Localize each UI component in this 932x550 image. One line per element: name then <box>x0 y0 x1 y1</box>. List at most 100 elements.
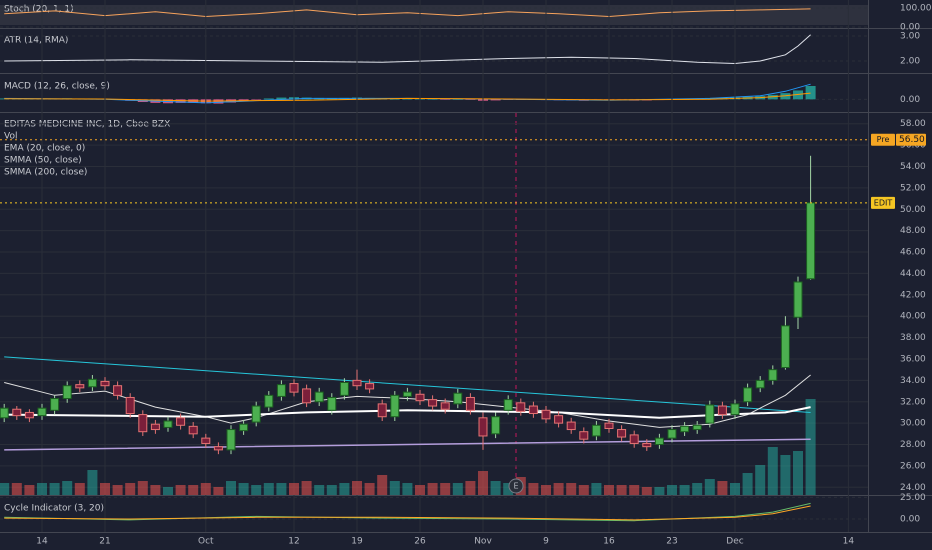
candle-body <box>541 409 551 420</box>
candle-body <box>453 392 463 405</box>
candle-body <box>201 437 211 444</box>
macd-hist-bar <box>251 99 262 100</box>
volume-bar <box>667 485 677 495</box>
level-value-label: 56.50 <box>899 135 925 145</box>
macd-hist-bar <box>276 97 287 100</box>
volume-bar <box>604 485 614 495</box>
macd-hist-bar <box>238 99 249 102</box>
volume-bar <box>213 487 224 495</box>
volume-bar <box>276 483 287 495</box>
candle-body <box>226 429 236 451</box>
candle-body <box>730 403 740 416</box>
volume-bar <box>112 485 123 495</box>
candle-body <box>402 391 412 397</box>
legend-entry: SMMA (200, close) <box>4 168 87 178</box>
y-tick-label: 36.00 <box>900 354 926 364</box>
candle-body <box>717 405 727 416</box>
level-tag-label: Pre <box>877 135 890 144</box>
volume-bar <box>528 483 539 495</box>
volume-bar <box>440 483 451 495</box>
candle-body <box>251 405 261 423</box>
volume-bar <box>654 487 665 495</box>
x-tick-label: 12 <box>288 537 299 547</box>
candle-body <box>415 393 425 402</box>
candle-body <box>617 429 627 438</box>
candle-body <box>465 396 475 411</box>
volume-bar <box>352 481 362 495</box>
earnings-marker[interactable] <box>508 478 524 494</box>
candle-body <box>642 442 652 448</box>
candle-body <box>705 404 715 424</box>
candle-body <box>62 385 72 400</box>
candle-body <box>440 402 450 410</box>
volume-bar <box>679 485 690 495</box>
y-tick-label: 50.00 <box>900 205 926 215</box>
y-tick-label: 42.00 <box>900 290 926 300</box>
x-tick-label: Nov <box>474 537 492 547</box>
volume-bar <box>226 481 236 495</box>
pane-title: MACD (12, 26, close, 9) <box>4 82 110 92</box>
x-tick-label: 19 <box>351 537 363 547</box>
macd-hist-bar <box>452 99 463 100</box>
volume-bar <box>49 483 60 495</box>
level-tag-label: EDIT <box>874 198 893 207</box>
y-tick-label: 48.00 <box>900 226 926 236</box>
y-tick-label: 44.00 <box>900 269 926 279</box>
y-tick-label: 32.00 <box>900 397 926 407</box>
candle-body <box>163 420 173 428</box>
volume-bar <box>465 481 476 495</box>
volume-bar <box>238 483 249 495</box>
volume-bar <box>742 473 753 495</box>
level-value-tag <box>896 133 926 146</box>
macd-hist-bar <box>175 99 186 103</box>
volume-bar <box>37 483 47 495</box>
series-line <box>4 92 811 102</box>
volume-bar <box>24 485 35 495</box>
volume-bar <box>364 483 375 495</box>
legend-entry: Vol <box>4 132 17 142</box>
y-tick-label: 24.00 <box>900 483 926 493</box>
candle-body <box>289 383 299 393</box>
volume-bar <box>339 483 350 495</box>
volume-bar <box>263 483 274 495</box>
volume-bar <box>125 483 136 495</box>
candle-body <box>302 388 312 404</box>
candle-body <box>239 423 249 432</box>
volume-bar <box>755 465 766 495</box>
candle-body <box>579 431 589 440</box>
pane-separators <box>0 0 932 533</box>
volume-bar <box>251 485 262 495</box>
volume-bar <box>301 481 312 495</box>
volume-bar <box>377 475 388 495</box>
x-tick-label: Dec <box>726 537 743 547</box>
candle-body <box>428 399 438 407</box>
volume-bar <box>553 483 564 495</box>
series-line <box>4 438 811 451</box>
volume-bar <box>188 485 199 495</box>
x-tick-label: 14 <box>843 537 855 547</box>
volume-bar <box>452 483 463 495</box>
volume-bar <box>566 483 577 495</box>
y-tick-label: 38.00 <box>900 333 926 343</box>
volume-bar <box>0 483 10 495</box>
candle-body <box>503 399 513 411</box>
x-tick-label: 9 <box>543 537 549 547</box>
volume-bar <box>150 485 161 495</box>
y-tick-label: 2.00 <box>900 57 920 67</box>
candle-body <box>390 394 400 418</box>
macd-hist-bar <box>389 99 400 100</box>
level-tag <box>871 133 895 146</box>
level-tag <box>871 196 895 209</box>
candle-body <box>365 383 375 390</box>
volume-bar <box>100 483 110 495</box>
candle-body <box>75 384 85 389</box>
trendline <box>4 356 811 413</box>
volume-bar <box>402 483 413 495</box>
volume-bar <box>805 399 816 495</box>
candle-body <box>806 202 816 280</box>
volume-bar <box>175 485 186 495</box>
candle-body <box>491 416 501 435</box>
candle-body <box>50 398 60 411</box>
